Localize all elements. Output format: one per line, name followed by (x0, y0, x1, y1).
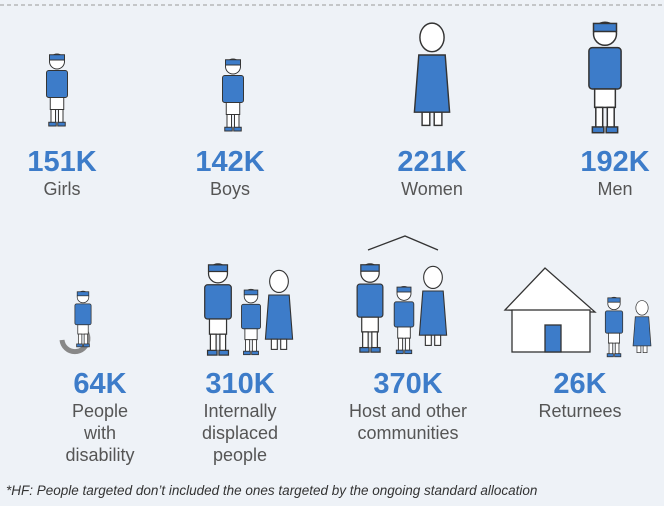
host-icon (357, 236, 446, 354)
stat-value: 192K (560, 146, 664, 178)
stat-value: 310K (180, 368, 300, 400)
infographic: 151KGirls 142KBoys 221KWomen 192KMen 64K… (0, 0, 664, 506)
stat-value: 370K (338, 368, 478, 400)
stat-label: Men (560, 178, 664, 200)
stat-label: People with disability (60, 400, 140, 466)
stat-value: 151K (2, 146, 122, 178)
stat-value: 26K (520, 368, 640, 400)
girl-icon (47, 54, 68, 126)
stat-value: 142K (170, 146, 290, 178)
stat-label: Women (372, 178, 492, 200)
stat-label: Host and other communities (341, 400, 476, 444)
stat-label: Girls (2, 178, 122, 200)
woman-icon (414, 23, 449, 125)
idp-icon (205, 264, 293, 355)
stat-value: 64K (40, 368, 160, 400)
boy-icon (223, 59, 244, 131)
returnees-icon (505, 268, 651, 357)
stat-value: 221K (372, 146, 492, 178)
stat-label: Returnees (520, 400, 640, 422)
stat-label: Internally displaced people (190, 400, 290, 466)
disability-icon (62, 291, 91, 351)
footnote: *HF: People targeted don’t included the … (6, 483, 537, 498)
man-icon (589, 22, 621, 132)
stat-label: Boys (170, 178, 290, 200)
